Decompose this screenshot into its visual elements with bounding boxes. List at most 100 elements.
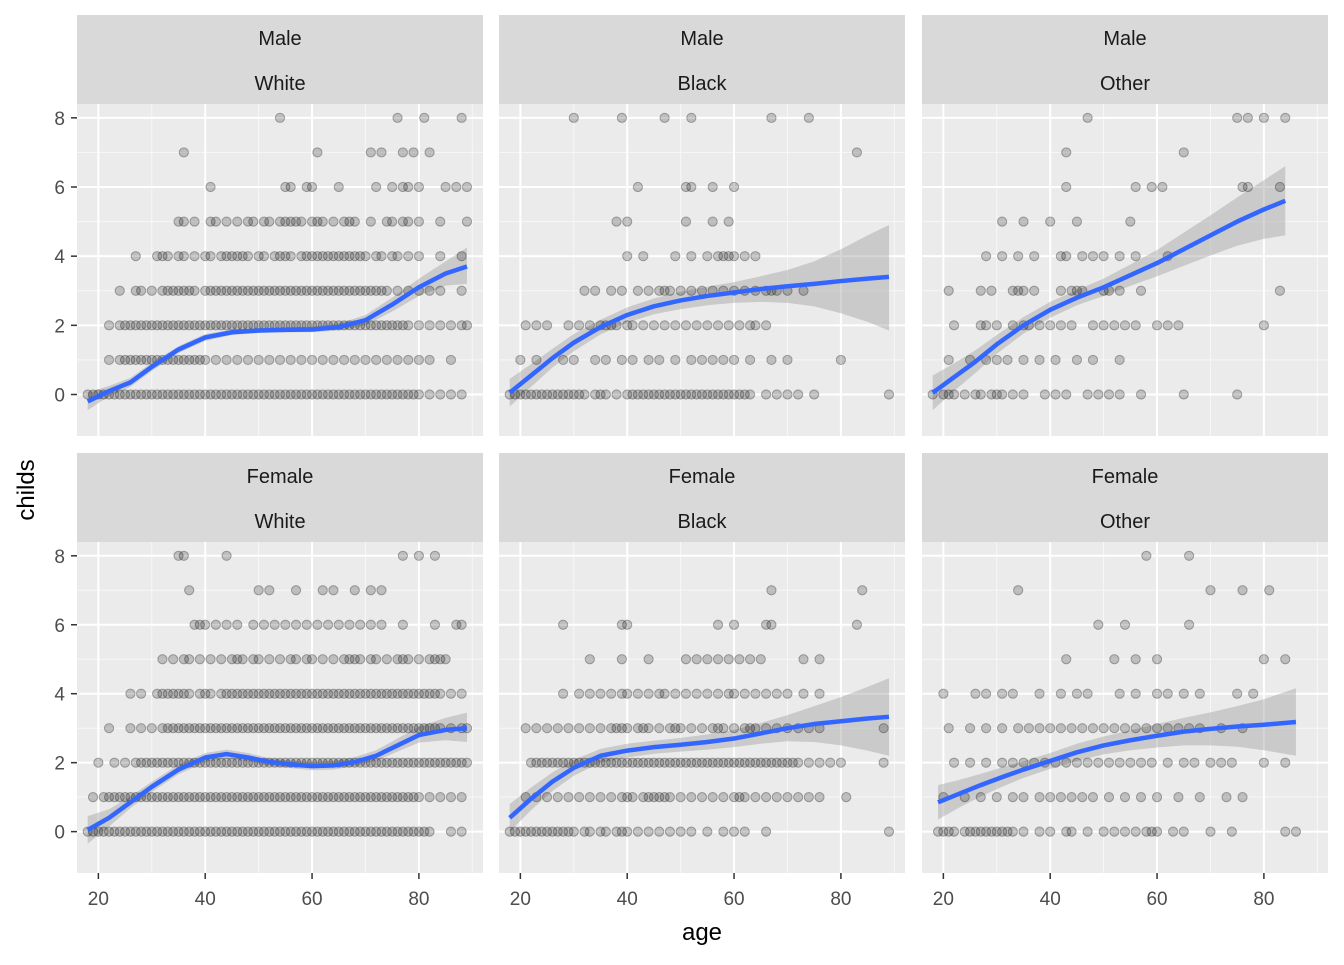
data-point [723, 654, 734, 665]
data-point [253, 723, 264, 734]
data-point [664, 723, 676, 734]
data-point [1055, 285, 1066, 296]
data-point [981, 723, 992, 734]
data-point [162, 251, 173, 262]
data-point [680, 216, 692, 227]
data-point [675, 285, 686, 296]
data-point [173, 792, 184, 803]
data-point [1039, 389, 1050, 400]
data-point [173, 320, 184, 331]
data-point [280, 792, 291, 803]
panel-background [499, 104, 905, 436]
data-point [397, 723, 408, 734]
data-point [451, 757, 462, 768]
data-point [547, 389, 558, 400]
data-point [686, 181, 697, 193]
data-point [574, 320, 585, 331]
data-point [702, 826, 713, 837]
data-point [1258, 757, 1269, 768]
data-point [392, 320, 403, 331]
data-point [285, 181, 296, 193]
data-point [221, 792, 232, 803]
data-point [344, 654, 355, 665]
data-point [541, 757, 553, 768]
facet-strip-race-label: Black [678, 73, 728, 95]
data-point [616, 757, 627, 768]
data-point [568, 354, 579, 366]
data-point [397, 654, 408, 665]
data-point [680, 757, 692, 768]
data-point [189, 723, 200, 734]
data-point [184, 654, 195, 665]
data-point [883, 389, 895, 400]
data-point [515, 354, 526, 366]
data-point [376, 619, 387, 630]
panel-background [77, 104, 483, 436]
data-point [686, 757, 697, 768]
data-point [301, 285, 312, 296]
data-point [392, 112, 403, 123]
data-point [429, 757, 441, 768]
data-point [258, 285, 270, 296]
data-point [274, 251, 286, 262]
data-point [312, 826, 323, 837]
data-point [328, 723, 339, 734]
data-point [114, 826, 125, 837]
data-point [349, 389, 360, 400]
data-point [622, 320, 633, 331]
data-point [622, 251, 633, 262]
data-point [456, 826, 467, 837]
data-point [680, 389, 692, 400]
data-point [675, 826, 686, 837]
data-point [146, 826, 157, 837]
data-point [152, 320, 163, 331]
data-point [1205, 585, 1216, 596]
data-point [461, 181, 473, 193]
panel-background [77, 542, 483, 873]
data-point [1077, 792, 1088, 803]
data-point [728, 619, 740, 630]
data-point [632, 181, 643, 193]
data-point [1055, 792, 1066, 803]
data-point [659, 389, 670, 400]
data-point [622, 216, 633, 227]
data-point [766, 585, 777, 596]
data-point [253, 792, 264, 803]
data-point [664, 285, 676, 296]
data-point [1007, 389, 1018, 400]
data-point [280, 723, 291, 734]
data-point [424, 826, 435, 837]
data-point [200, 688, 211, 699]
data-point [1184, 619, 1195, 630]
data-point [1013, 251, 1024, 262]
data-point [670, 389, 681, 400]
panel-background [499, 542, 905, 873]
data-point [1077, 723, 1088, 734]
data-point [1007, 826, 1018, 837]
panel-background [922, 104, 1328, 436]
data-point [948, 320, 960, 331]
data-point [269, 285, 280, 296]
data-point [509, 826, 521, 837]
data-point [381, 354, 392, 366]
data-point [355, 723, 366, 734]
data-point [162, 723, 173, 734]
data-point [403, 389, 414, 400]
data-point [93, 826, 104, 837]
data-point [584, 723, 595, 734]
data-point [248, 826, 259, 837]
data-point [269, 688, 280, 699]
data-point [119, 354, 131, 366]
data-point [787, 757, 798, 768]
data-point [1103, 792, 1115, 803]
data-point [558, 826, 569, 837]
data-point [777, 757, 788, 768]
data-point [189, 826, 200, 837]
data-point [269, 826, 280, 837]
data-point [301, 654, 312, 665]
data-point [130, 757, 141, 768]
data-point [1274, 181, 1286, 193]
data-point [445, 389, 457, 400]
data-point [638, 251, 649, 262]
data-point [237, 792, 248, 803]
